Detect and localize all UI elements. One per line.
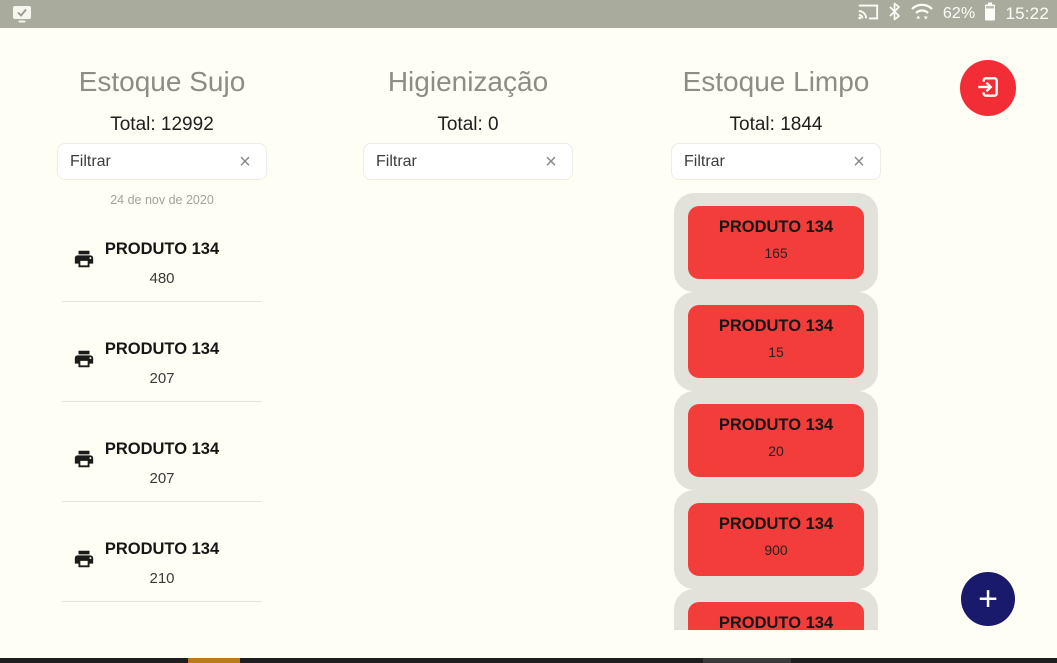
divider [62,401,262,402]
battery-icon [984,2,996,26]
product-name: PRODUTO 134 [718,416,834,434]
nav-indicator-gray[interactable] [703,658,791,663]
clean-stock-card[interactable]: PRODUTO 134 900 [688,503,864,576]
clock: 15:22 [1005,4,1049,23]
bottom-nav-bar [0,658,1057,663]
battery-percent: 62% [942,5,976,22]
cast-icon [857,3,879,26]
screen-check-icon [12,4,32,29]
printer-icon [73,548,95,575]
product-qty: 480 [149,270,175,287]
column-title-higienizacao: Higienização [387,66,549,97]
clear-filter-icon[interactable]: × [230,147,260,177]
column-estoque-limpo: Estoque Limpo Total: 1844 × PRODUTO 134 … [656,28,896,663]
column-total-estoque-sujo: Total: 12992 [110,114,214,135]
product-name: PRODUTO 134 [104,540,220,558]
exit-button[interactable] [960,60,1016,116]
clean-item-wrapper: PRODUTO 134 165 [674,193,878,292]
wifi-icon [910,2,934,26]
status-bar: 62% 15:22 [0,0,1057,28]
column-higienizacao: Higienização Total: 0 × [348,28,588,663]
stock-item[interactable]: PRODUTO 134 210 [42,502,282,602]
clear-filter-icon[interactable]: × [844,147,874,177]
clean-stock-card[interactable]: PRODUTO 134 20 [688,404,864,477]
product-name: PRODUTO 134 [718,317,834,335]
clean-stock-card[interactable]: PRODUTO 134 [688,602,864,630]
clean-item-wrapper: PRODUTO 134 [674,589,878,630]
clean-stock-card[interactable]: PRODUTO 134 15 [688,305,864,378]
divider [62,501,262,502]
clean-item-wrapper: PRODUTO 134 20 [674,391,878,490]
product-qty: 15 [768,344,784,360]
column-total-estoque-limpo: Total: 1844 [729,114,823,135]
filter-box-estoque-sujo: × [57,143,267,180]
filter-input-estoque-sujo[interactable] [58,144,228,179]
product-name: PRODUTO 134 [104,240,220,258]
nav-indicator-orange[interactable] [188,658,240,663]
product-qty: 165 [764,245,788,261]
product-qty: 20 [768,443,784,459]
date-header: 24 de nov de 2020 [110,193,214,207]
product-name: PRODUTO 134 [718,218,834,236]
add-button[interactable]: + [961,572,1015,626]
clean-stock-card[interactable]: PRODUTO 134 165 [688,206,864,279]
filter-box-estoque-limpo: × [671,143,881,180]
product-qty: 900 [764,542,788,558]
product-name: PRODUTO 134 [104,440,220,458]
printer-icon [73,448,95,475]
stock-item[interactable]: PRODUTO 134 207 [42,302,282,402]
product-name: PRODUTO 134 [718,515,834,533]
bluetooth-icon [888,2,901,26]
product-name: PRODUTO 134 [718,614,834,630]
plus-icon: + [978,580,998,618]
filter-box-higienizacao: × [363,143,573,180]
product-name: PRODUTO 134 [104,340,220,358]
printer-icon [73,248,95,275]
divider [62,601,262,602]
stock-item[interactable]: PRODUTO 134 480 [42,202,282,302]
product-qty: 207 [149,470,175,487]
clear-filter-icon[interactable]: × [536,147,566,177]
column-title-estoque-limpo: Estoque Limpo [682,66,870,97]
column-estoque-sujo: Estoque Sujo Total: 12992 × 24 de nov de… [42,28,282,663]
printer-icon [73,348,95,375]
divider [62,301,262,302]
filter-input-higienizacao[interactable] [364,144,534,179]
product-qty: 210 [149,570,175,587]
stock-item[interactable]: PRODUTO 134 207 [42,402,282,502]
clean-item-wrapper: PRODUTO 134 15 [674,292,878,391]
clean-item-wrapper: PRODUTO 134 900 [674,490,878,589]
filter-input-estoque-limpo[interactable] [672,144,842,179]
product-qty: 207 [149,370,175,387]
clean-stock-list[interactable]: PRODUTO 134 165 PRODUTO 134 15 PRODUTO 1… [656,193,896,630]
exit-to-app-icon [975,74,1001,103]
dirty-stock-list[interactable]: PRODUTO 134 480 PRODUTO 134 207 PRODUTO … [42,202,282,602]
column-title-estoque-sujo: Estoque Sujo [78,66,246,97]
column-total-higienizacao: Total: 0 [437,114,499,135]
